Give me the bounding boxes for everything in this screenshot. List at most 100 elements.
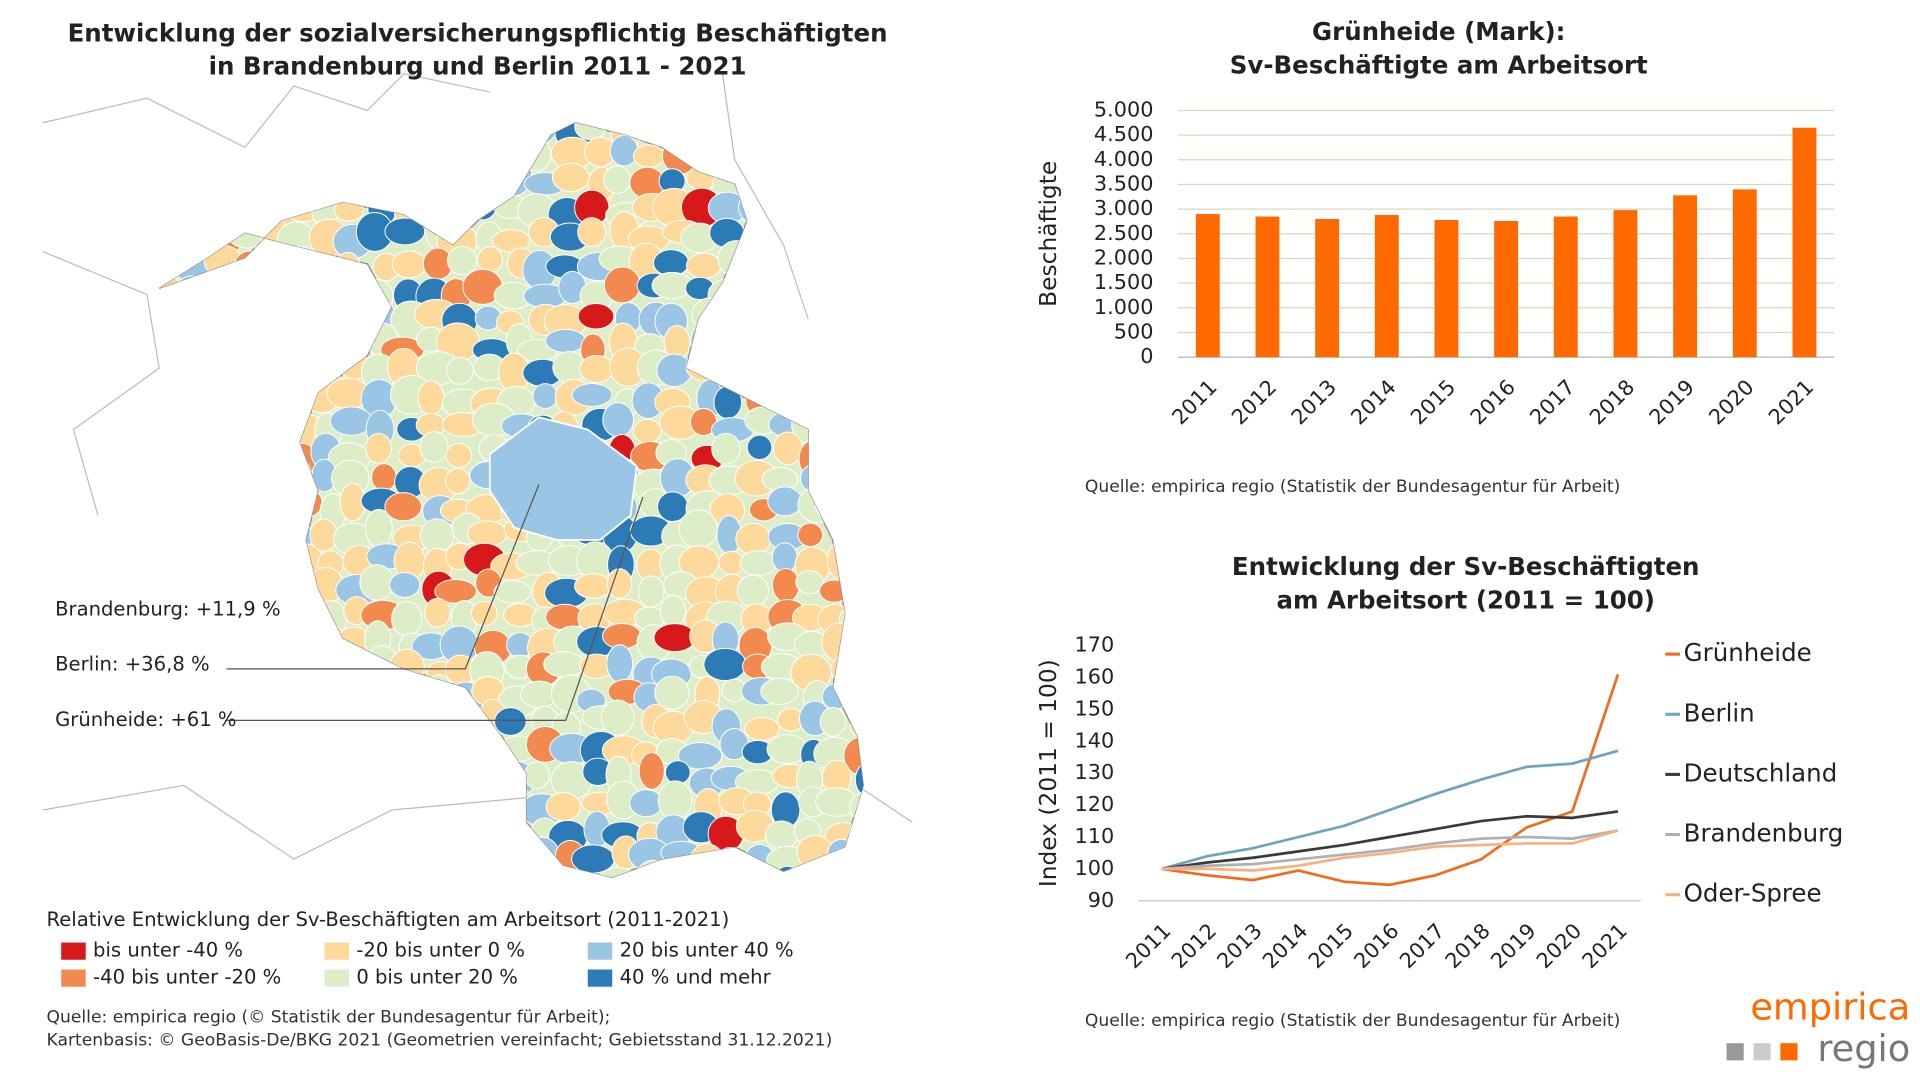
district (466, 162, 506, 202)
district (196, 435, 236, 463)
district (415, 725, 460, 764)
district (659, 594, 686, 628)
legend-title: Relative Entwicklung der Sv-Beschäftigte… (47, 908, 730, 931)
district (654, 675, 690, 711)
district (545, 792, 581, 822)
x-tick-label: 2013 (1212, 919, 1266, 974)
bar (1195, 214, 1220, 358)
district (280, 597, 318, 627)
logo-square (1780, 1043, 1798, 1061)
district (333, 137, 373, 175)
district (371, 463, 397, 492)
district (281, 299, 314, 325)
district (254, 433, 289, 468)
leader-line (226, 484, 540, 670)
district (476, 768, 504, 795)
district (826, 541, 854, 580)
y-tick-label: 100 (1075, 856, 1115, 880)
map-title: Entwicklung der sozialversicherungspflic… (68, 18, 888, 47)
district (257, 685, 285, 713)
district (280, 623, 326, 662)
y-axis-label: Index (2011 = 100) (1035, 659, 1062, 887)
district (344, 648, 371, 679)
district (166, 815, 208, 855)
district (234, 201, 265, 230)
district (202, 135, 230, 174)
bar (1553, 216, 1578, 358)
district (288, 122, 323, 142)
district (577, 217, 607, 248)
district (711, 357, 742, 383)
district (159, 350, 177, 383)
y-tick-label: 4.000 (1094, 147, 1154, 171)
district (246, 163, 291, 200)
district (472, 864, 512, 878)
district (685, 352, 724, 382)
district (851, 171, 864, 201)
district (447, 134, 481, 166)
district (498, 863, 526, 878)
district (767, 486, 803, 517)
district (574, 122, 607, 141)
district (234, 265, 270, 305)
district (227, 168, 266, 199)
district (159, 790, 176, 814)
district (445, 442, 473, 468)
district (262, 704, 292, 742)
district (159, 227, 175, 252)
district (840, 246, 864, 280)
district (245, 122, 290, 147)
district (333, 198, 364, 222)
district (223, 813, 264, 848)
bar (1494, 220, 1519, 358)
district (825, 350, 863, 385)
district (336, 302, 364, 329)
district (499, 122, 531, 142)
district (260, 352, 293, 383)
chart-title: Entwicklung der Sv-Beschäftigten (1232, 552, 1700, 581)
border (42, 784, 527, 860)
district (382, 814, 421, 846)
district (250, 405, 290, 445)
district (209, 122, 237, 147)
district (195, 546, 233, 573)
district (199, 677, 230, 703)
district (159, 459, 177, 498)
district (228, 431, 266, 466)
legend-label: Grünheide (1684, 638, 1812, 667)
district (159, 764, 191, 791)
x-tick-label: 2019 (1486, 919, 1540, 974)
district (468, 735, 504, 764)
district (818, 218, 861, 252)
district (202, 355, 235, 382)
bar (1732, 189, 1757, 358)
district (792, 357, 821, 392)
district (838, 604, 864, 634)
district (305, 274, 342, 299)
district (315, 861, 349, 878)
district (815, 467, 850, 505)
district (365, 432, 392, 464)
district (634, 859, 670, 878)
district (814, 122, 856, 140)
district (257, 485, 300, 523)
x-tick-label: 2012 (1227, 375, 1281, 430)
berlin (488, 416, 638, 541)
bar (1255, 216, 1280, 358)
district (742, 366, 779, 390)
district (262, 328, 294, 354)
source: Quelle: empirica regio (© Statistik der … (47, 1007, 611, 1027)
y-tick-label: 1.500 (1094, 270, 1154, 294)
district (230, 646, 262, 682)
district (764, 820, 798, 850)
district (676, 868, 721, 878)
y-tick-label: 160 (1075, 664, 1115, 688)
district (417, 765, 446, 799)
district (203, 281, 245, 309)
district (331, 171, 373, 206)
district (283, 788, 313, 813)
district (656, 865, 688, 878)
district (602, 402, 634, 438)
district (788, 122, 824, 139)
district (551, 162, 590, 193)
